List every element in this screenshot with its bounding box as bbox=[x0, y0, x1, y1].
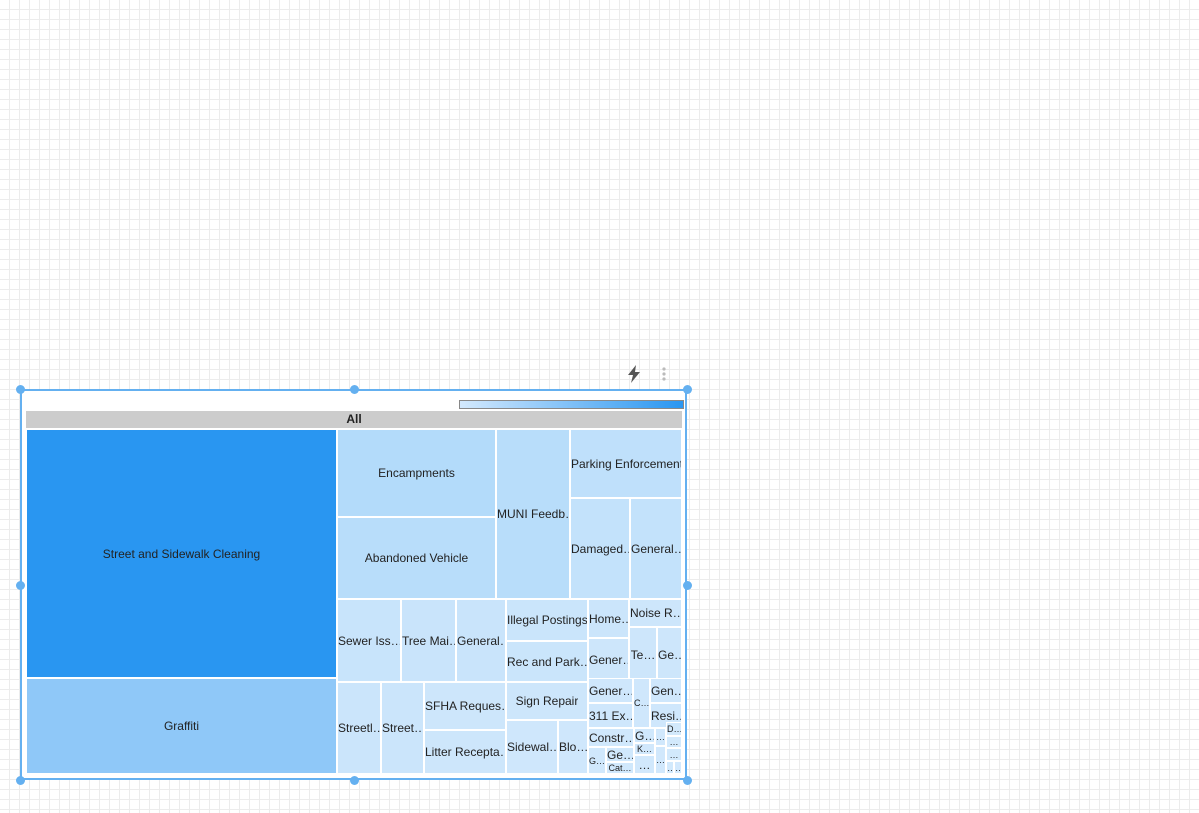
treemap-cell-label: Abandoned Vehicle bbox=[364, 551, 469, 565]
treemap-cell-label: Graffiti bbox=[163, 719, 200, 733]
treemap-cell-label: Damaged… bbox=[571, 541, 629, 556]
treemap-cell[interactable]: … bbox=[634, 755, 655, 774]
treemap-cell[interactable]: … bbox=[655, 728, 666, 746]
lightning-bolt-icon[interactable] bbox=[626, 365, 642, 388]
treemap-cell-label: Te… bbox=[630, 647, 656, 662]
treemap-cell[interactable]: G… bbox=[634, 728, 655, 743]
treemap-cell-label: Ge… bbox=[607, 747, 633, 762]
treemap-cell[interactable]: D… bbox=[666, 722, 682, 736]
treemap-cell[interactable]: Noise R… bbox=[629, 599, 682, 627]
treemap-cell[interactable]: Home… bbox=[588, 599, 629, 638]
treemap-cell-label: Constr… bbox=[589, 730, 633, 745]
treemap-cell-label: Encampments bbox=[378, 466, 455, 480]
treemap-cell[interactable]: SFHA Reques… bbox=[424, 682, 506, 730]
treemap-cell-label: … bbox=[667, 763, 673, 773]
treemap-cell-label: SFHA Reques… bbox=[425, 699, 505, 713]
treemap-cell[interactable]: Graffiti bbox=[26, 678, 337, 774]
color-scale-legend bbox=[459, 400, 684, 409]
treemap-cell[interactable]: Gen… bbox=[650, 678, 682, 703]
treemap-cell-label: G… bbox=[589, 755, 605, 766]
treemap-cell[interactable]: Gener… bbox=[588, 678, 633, 703]
treemap-cell[interactable]: G… bbox=[588, 747, 606, 774]
treemap-cell[interactable]: … bbox=[666, 736, 682, 748]
treemap-cell-label: … bbox=[638, 757, 651, 772]
treemap-cell[interactable]: Sewer Iss… bbox=[337, 599, 401, 682]
treemap-cell[interactable]: MUNI Feedb… bbox=[496, 429, 570, 599]
treemap-cell-label: Street and Sidewalk Cleaning bbox=[102, 546, 261, 561]
treemap-cell-label: Litter Recepta… bbox=[425, 745, 505, 759]
treemap-cell-label: Ge… bbox=[658, 647, 681, 662]
treemap-cell[interactable]: Damaged… bbox=[570, 498, 630, 599]
resize-handle-mr[interactable] bbox=[683, 581, 692, 590]
treemap-cell[interactable]: Abandoned Vehicle bbox=[337, 517, 496, 599]
treemap-cell[interactable]: 311 Ex… bbox=[588, 703, 633, 728]
treemap-cell-label: Parking Enforcement bbox=[571, 456, 681, 471]
treemap-cell-label: Rec and Park… bbox=[507, 654, 587, 669]
treemap-cell[interactable]: Encampments bbox=[337, 429, 496, 517]
treemap-cell-label: Sewer Iss… bbox=[338, 633, 400, 648]
resize-handle-bl[interactable] bbox=[16, 776, 25, 785]
treemap-cell[interactable]: … bbox=[674, 761, 682, 774]
treemap-cell-label: Streetl… bbox=[338, 721, 380, 735]
treemap-cell-label: Sidewal… bbox=[507, 740, 557, 754]
treemap-cell[interactable]: Rec and Park… bbox=[506, 641, 588, 682]
treemap-cell-label: Gener… bbox=[589, 683, 632, 698]
treemap-cell-label: General… bbox=[457, 633, 505, 648]
treemap-cell-label: Resi… bbox=[651, 708, 681, 723]
treemap-cell[interactable]: Sign Repair bbox=[506, 682, 588, 720]
treemap-cell-label: K… bbox=[636, 744, 652, 754]
treemap-cell-label: … bbox=[669, 749, 679, 760]
treemap-root-header[interactable]: All bbox=[26, 411, 682, 428]
treemap-cell-label: Tree Mai… bbox=[402, 633, 455, 648]
treemap-cell[interactable]: Street… bbox=[381, 682, 424, 774]
treemap-cell-label: … bbox=[675, 763, 681, 773]
treemap-cell[interactable]: Ge… bbox=[606, 747, 634, 762]
treemap-cell-label: Home… bbox=[589, 611, 628, 626]
treemap-cell[interactable]: Blo… bbox=[558, 720, 588, 774]
treemap-cell[interactable]: Constr… bbox=[588, 728, 634, 747]
treemap-cell-label: … bbox=[669, 737, 679, 747]
resize-handle-tr[interactable] bbox=[683, 385, 692, 394]
treemap-cell-label: C… bbox=[634, 698, 649, 708]
treemap-cell-label: Sign Repair bbox=[515, 694, 579, 708]
treemap-cell[interactable]: Illegal Postings bbox=[506, 599, 588, 641]
resize-handle-tc[interactable] bbox=[350, 385, 359, 394]
treemap-cell-label: D… bbox=[667, 724, 681, 734]
treemap-cell-label: MUNI Feedb… bbox=[497, 507, 569, 521]
treemap-cell[interactable]: Sidewal… bbox=[506, 720, 558, 774]
treemap-cell[interactable]: General… bbox=[630, 498, 682, 599]
resize-handle-tl[interactable] bbox=[16, 385, 25, 394]
treemap-cell[interactable]: Gener… bbox=[588, 638, 629, 682]
treemap-cell[interactable]: … bbox=[666, 748, 682, 761]
treemap-cell-label: Blo… bbox=[559, 740, 587, 754]
treemap-cell-label: Cat… bbox=[608, 763, 632, 773]
treemap-cell[interactable]: … bbox=[666, 761, 674, 774]
treemap-cell[interactable]: … bbox=[655, 746, 666, 774]
resize-handle-ml[interactable] bbox=[16, 581, 25, 590]
treemap-cell-label: G… bbox=[635, 728, 654, 743]
treemap-cell[interactable]: Litter Recepta… bbox=[424, 730, 506, 774]
treemap-cell-label: Street… bbox=[382, 721, 423, 735]
treemap-cell-label: … bbox=[656, 732, 665, 742]
treemap-cell-label: 311 Ex… bbox=[589, 708, 632, 723]
treemap-cell-label: General… bbox=[631, 541, 681, 556]
treemap-cell[interactable]: Te… bbox=[629, 627, 657, 682]
treemap-cell-label: Illegal Postings bbox=[507, 613, 587, 627]
treemap-cell[interactable]: Cat… bbox=[606, 762, 634, 774]
resize-handle-br[interactable] bbox=[683, 776, 692, 785]
treemap-cell[interactable]: Streetl… bbox=[337, 682, 381, 774]
treemap-cell-label: … bbox=[656, 755, 665, 765]
treemap-cell[interactable]: Ge… bbox=[657, 627, 682, 682]
treemap-cell-label: Gener… bbox=[589, 653, 628, 667]
treemap-cell[interactable]: Street and Sidewalk Cleaning bbox=[26, 429, 337, 678]
more-vert-icon[interactable] bbox=[661, 366, 667, 387]
treemap-cell[interactable]: Tree Mai… bbox=[401, 599, 456, 682]
treemap-cell[interactable]: Parking Enforcement bbox=[570, 429, 682, 498]
resize-handle-bc[interactable] bbox=[350, 776, 359, 785]
treemap-cell[interactable]: K… bbox=[634, 743, 655, 755]
treemap-cell-label: Noise R… bbox=[630, 606, 681, 620]
treemap-cell[interactable]: C… bbox=[633, 678, 650, 728]
treemap-cell-label: Gen… bbox=[651, 683, 681, 698]
treemap-cell[interactable]: General… bbox=[456, 599, 506, 682]
